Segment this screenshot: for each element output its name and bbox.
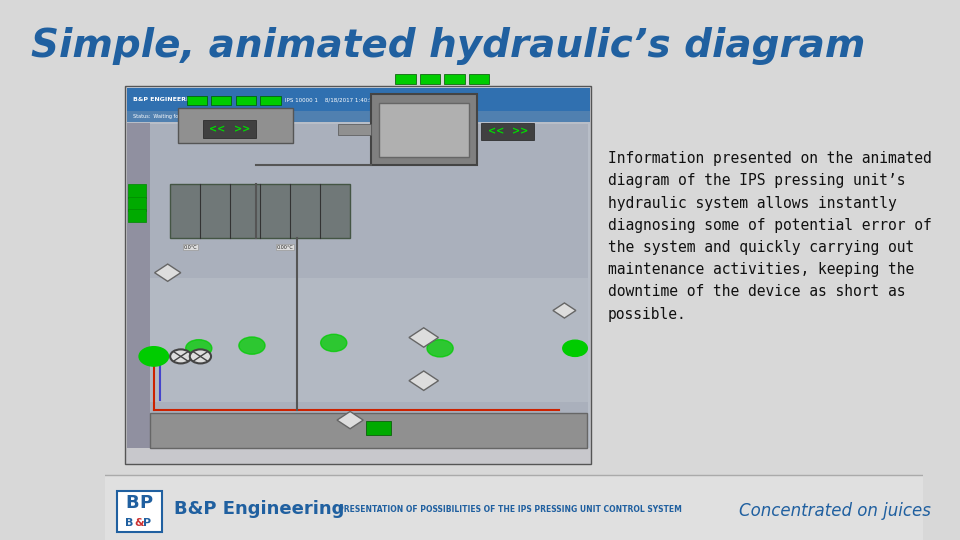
Text: >>: >> bbox=[512, 126, 528, 136]
Bar bbox=[150, 124, 588, 448]
Bar bbox=[481, 123, 534, 140]
Text: P: P bbox=[143, 518, 152, 528]
Bar bbox=[129, 198, 147, 211]
Bar bbox=[211, 96, 231, 105]
Text: <<: << bbox=[209, 124, 226, 134]
Bar bbox=[150, 413, 588, 448]
Bar bbox=[468, 74, 490, 84]
Text: 0.0°C: 0.0°C bbox=[183, 245, 198, 250]
Circle shape bbox=[185, 340, 212, 357]
Bar bbox=[338, 124, 371, 135]
Bar bbox=[129, 208, 147, 222]
Bar bbox=[260, 96, 280, 105]
Bar bbox=[127, 111, 589, 122]
Bar bbox=[367, 421, 391, 435]
Text: Simple, animated hydraulic’s diagram: Simple, animated hydraulic’s diagram bbox=[31, 27, 866, 65]
Circle shape bbox=[170, 349, 191, 363]
Text: B: B bbox=[125, 518, 133, 528]
Circle shape bbox=[190, 349, 211, 363]
Polygon shape bbox=[337, 411, 363, 429]
Bar bbox=[379, 103, 468, 157]
Polygon shape bbox=[409, 371, 439, 390]
Bar bbox=[105, 475, 923, 540]
Bar bbox=[396, 74, 416, 84]
Text: Information presented on the animated
diagram of the IPS pressing unit’s
hydraul: Information presented on the animated di… bbox=[608, 151, 931, 322]
Text: P: P bbox=[139, 494, 153, 512]
Text: 0.00°C: 0.00°C bbox=[276, 245, 293, 250]
Bar bbox=[117, 491, 162, 532]
Text: IPS 10000 1    8/18/2017 1:40:52 PM: IPS 10000 1 8/18/2017 1:40:52 PM bbox=[284, 97, 385, 103]
Bar bbox=[127, 87, 589, 448]
Bar bbox=[371, 94, 477, 165]
Text: &: & bbox=[134, 518, 144, 528]
Bar bbox=[125, 86, 591, 464]
Bar bbox=[127, 123, 150, 448]
Text: Screen: Hydraulics: Screen: Hydraulics bbox=[405, 114, 451, 119]
Text: B: B bbox=[125, 494, 139, 512]
Text: Status:  Waiting for the user: Status: Waiting for the user bbox=[133, 114, 203, 119]
Bar bbox=[203, 120, 256, 138]
Polygon shape bbox=[409, 328, 439, 347]
Circle shape bbox=[139, 347, 169, 366]
Circle shape bbox=[427, 340, 453, 357]
Bar bbox=[150, 278, 588, 402]
Circle shape bbox=[321, 334, 347, 352]
Circle shape bbox=[239, 337, 265, 354]
Bar bbox=[444, 74, 465, 84]
Text: >>: >> bbox=[234, 124, 251, 134]
Bar bbox=[179, 108, 293, 143]
Text: B&P Engineering: B&P Engineering bbox=[174, 500, 345, 518]
Polygon shape bbox=[553, 303, 576, 318]
Text: PRESENTATION OF POSSIBILITIES OF THE IPS PRESSING UNIT CONTROL SYSTEM: PRESENTATION OF POSSIBILITIES OF THE IPS… bbox=[338, 505, 682, 514]
Bar bbox=[235, 96, 256, 105]
Circle shape bbox=[563, 340, 588, 356]
Text: Concentrated on juices: Concentrated on juices bbox=[738, 502, 930, 521]
Text: <<: << bbox=[488, 126, 504, 136]
Bar bbox=[129, 184, 147, 198]
Bar bbox=[170, 184, 350, 238]
Text: B&P ENGINEERING: B&P ENGINEERING bbox=[133, 97, 200, 103]
Bar bbox=[186, 96, 207, 105]
Bar bbox=[127, 88, 589, 111]
Polygon shape bbox=[155, 264, 180, 281]
Bar bbox=[420, 74, 440, 84]
